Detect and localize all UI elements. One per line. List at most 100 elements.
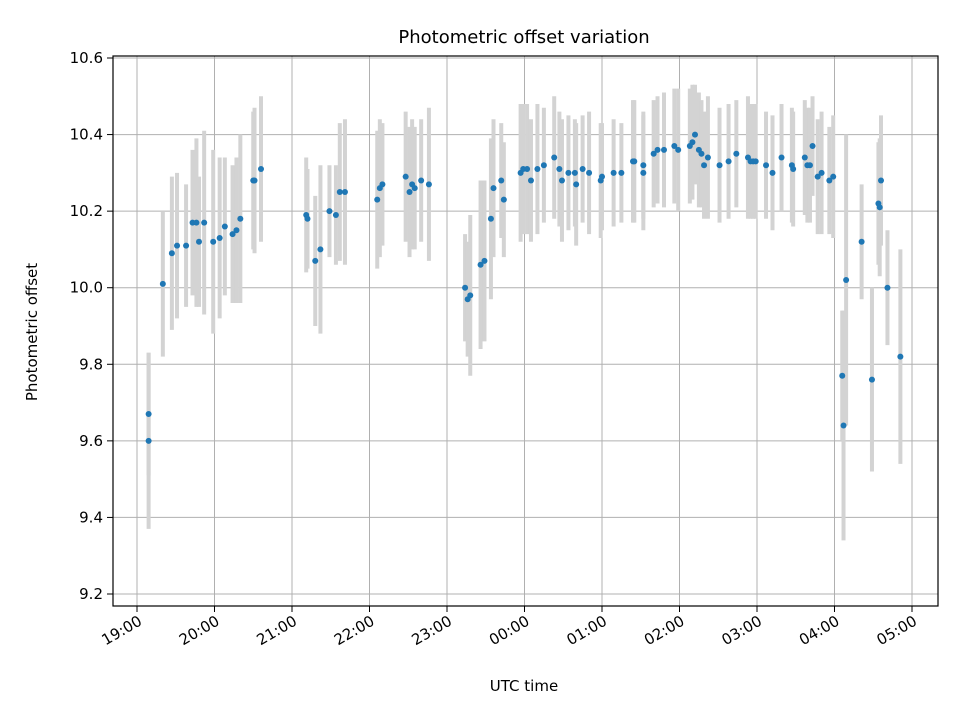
data-point bbox=[258, 166, 264, 173]
data-point bbox=[216, 234, 223, 241]
data-point bbox=[650, 150, 657, 157]
data-point bbox=[233, 227, 240, 234]
data-point bbox=[145, 437, 152, 444]
data-point bbox=[332, 211, 339, 218]
data-point bbox=[839, 372, 846, 379]
data-point bbox=[304, 215, 311, 222]
data-point bbox=[586, 169, 593, 176]
data-point bbox=[312, 257, 319, 264]
data-point bbox=[251, 177, 258, 184]
y-tick-label: 10.4 bbox=[70, 126, 103, 144]
data-point bbox=[868, 376, 875, 383]
data-point bbox=[806, 162, 813, 169]
data-point bbox=[565, 169, 572, 176]
data-point bbox=[498, 177, 505, 184]
data-point bbox=[814, 173, 821, 180]
data-point bbox=[876, 204, 883, 211]
y-tick-label: 9.6 bbox=[79, 432, 103, 450]
data-point bbox=[221, 223, 228, 230]
data-point bbox=[196, 238, 202, 245]
data-point bbox=[487, 215, 494, 222]
data-point bbox=[843, 277, 850, 284]
data-point bbox=[425, 181, 432, 188]
data-point bbox=[840, 422, 847, 429]
data-point bbox=[599, 173, 605, 180]
data-point bbox=[579, 166, 586, 173]
axes-frame bbox=[112, 55, 939, 607]
data-point bbox=[210, 238, 217, 245]
data-point bbox=[229, 231, 236, 238]
data-point bbox=[610, 169, 617, 176]
y-axis-label: Photometric offset bbox=[23, 263, 41, 401]
data-point bbox=[884, 284, 891, 291]
data-point bbox=[818, 169, 825, 176]
data-point bbox=[193, 219, 200, 226]
data-point bbox=[379, 181, 386, 188]
data-point bbox=[801, 154, 808, 161]
data-point bbox=[237, 215, 244, 222]
data-point bbox=[778, 154, 785, 161]
data-point bbox=[790, 166, 797, 173]
data-point bbox=[769, 169, 776, 176]
data-point bbox=[183, 242, 190, 249]
data-point bbox=[418, 177, 425, 184]
data-point bbox=[534, 166, 541, 173]
data-point bbox=[640, 162, 647, 169]
x-axis-label: UTC time bbox=[490, 677, 558, 695]
y-tick-label: 9.2 bbox=[79, 585, 103, 603]
data-point bbox=[490, 185, 497, 192]
data-point bbox=[145, 411, 152, 418]
data-point bbox=[527, 177, 534, 184]
data-point bbox=[701, 162, 708, 169]
data-point bbox=[540, 162, 547, 169]
y-tick-label: 10.2 bbox=[70, 202, 103, 220]
data-point bbox=[326, 208, 333, 215]
data-point bbox=[477, 261, 484, 268]
data-point bbox=[201, 219, 208, 226]
data-point bbox=[752, 158, 759, 165]
data-point bbox=[671, 143, 678, 150]
data-point bbox=[661, 146, 667, 153]
data-point bbox=[481, 257, 488, 264]
data-point bbox=[692, 131, 698, 138]
data-point bbox=[826, 177, 833, 184]
data-point bbox=[341, 189, 348, 195]
data-markers bbox=[145, 131, 904, 444]
data-point bbox=[897, 353, 904, 360]
data-point bbox=[618, 169, 625, 176]
data-point bbox=[174, 242, 181, 249]
data-point bbox=[733, 150, 740, 157]
y-tick-label: 9.8 bbox=[79, 355, 103, 373]
data-point bbox=[159, 280, 166, 287]
data-point bbox=[317, 246, 324, 253]
data-point bbox=[402, 173, 409, 180]
data-point bbox=[467, 292, 474, 299]
y-axis: 9.2 9.4 9.6 9.8 10.0 10.2 10.4 10.6 bbox=[70, 49, 113, 603]
y-tick-label: 9.4 bbox=[79, 508, 103, 526]
data-point bbox=[551, 154, 558, 161]
data-point bbox=[809, 143, 816, 150]
data-point bbox=[336, 189, 343, 195]
data-point bbox=[168, 250, 175, 257]
data-point bbox=[830, 173, 837, 180]
data-point bbox=[411, 185, 418, 192]
data-point bbox=[704, 154, 711, 161]
data-point bbox=[571, 169, 578, 176]
y-tick-label: 10.0 bbox=[70, 279, 103, 297]
data-point bbox=[654, 146, 661, 153]
y-tick-label: 10.6 bbox=[70, 49, 103, 67]
data-point bbox=[763, 162, 770, 169]
plot-area bbox=[112, 55, 939, 607]
data-point bbox=[406, 189, 413, 195]
data-point bbox=[675, 146, 682, 153]
data-point bbox=[640, 169, 647, 176]
data-point bbox=[462, 284, 469, 291]
data-point bbox=[524, 166, 531, 173]
data-point bbox=[716, 162, 723, 169]
data-point bbox=[878, 177, 884, 184]
chart-title: Photometric offset variation bbox=[398, 27, 649, 48]
data-point bbox=[689, 139, 696, 146]
data-point bbox=[374, 196, 381, 203]
data-point bbox=[858, 238, 865, 245]
